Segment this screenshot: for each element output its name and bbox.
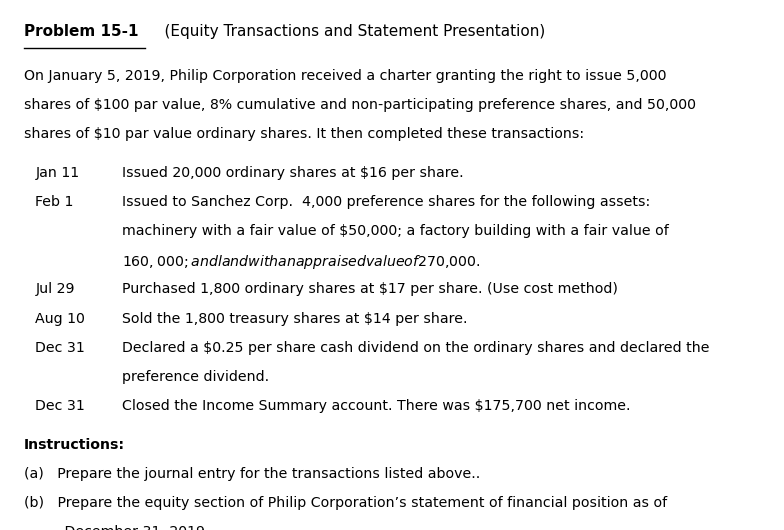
Text: Declared a $0.25 per share cash dividend on the ordinary shares and declared the: Declared a $0.25 per share cash dividend… — [122, 341, 709, 355]
Text: Closed the Income Summary account. There was $175,700 net income.: Closed the Income Summary account. There… — [122, 399, 630, 413]
Text: Purchased 1,800 ordinary shares at $17 per share. (Use cost method): Purchased 1,800 ordinary shares at $17 p… — [122, 282, 617, 296]
Text: Dec 31: Dec 31 — [35, 399, 85, 413]
Text: machinery with a fair value of $50,000; a factory building with a fair value of: machinery with a fair value of $50,000; … — [122, 224, 668, 238]
Text: Feb 1: Feb 1 — [35, 195, 74, 209]
Text: $160,000; and land with an appraised value of $270,000.: $160,000; and land with an appraised val… — [122, 253, 481, 271]
Text: Issued to Sanchez Corp.  4,000 preference shares for the following assets:: Issued to Sanchez Corp. 4,000 preference… — [122, 195, 650, 209]
Text: preference dividend.: preference dividend. — [122, 370, 269, 384]
Text: Jan 11: Jan 11 — [35, 166, 79, 180]
Text: Dec 31: Dec 31 — [35, 341, 85, 355]
Text: (Equity Transactions and Statement Presentation): (Equity Transactions and Statement Prese… — [145, 24, 546, 39]
Text: December 31, 2019.: December 31, 2019. — [24, 525, 209, 530]
Text: (b)   Prepare the equity section of Philip Corporation’s statement of financial : (b) Prepare the equity section of Philip… — [24, 496, 666, 510]
Text: Instructions:: Instructions: — [24, 438, 125, 452]
Text: Jul 29: Jul 29 — [35, 282, 74, 296]
Text: Issued 20,000 ordinary shares at $16 per share.: Issued 20,000 ordinary shares at $16 per… — [122, 166, 463, 180]
Text: Aug 10: Aug 10 — [35, 312, 85, 325]
Text: shares of $100 par value, 8% cumulative and non-participating preference shares,: shares of $100 par value, 8% cumulative … — [24, 98, 695, 112]
Text: (a)   Prepare the journal entry for the transactions listed above..: (a) Prepare the journal entry for the tr… — [24, 467, 480, 481]
Text: Problem 15-1: Problem 15-1 — [24, 24, 138, 39]
Text: Sold the 1,800 treasury shares at $14 per share.: Sold the 1,800 treasury shares at $14 pe… — [122, 312, 467, 325]
Text: On January 5, 2019, Philip Corporation received a charter granting the right to : On January 5, 2019, Philip Corporation r… — [24, 69, 666, 83]
Text: shares of $10 par value ordinary shares. It then completed these transactions:: shares of $10 par value ordinary shares.… — [24, 127, 583, 141]
